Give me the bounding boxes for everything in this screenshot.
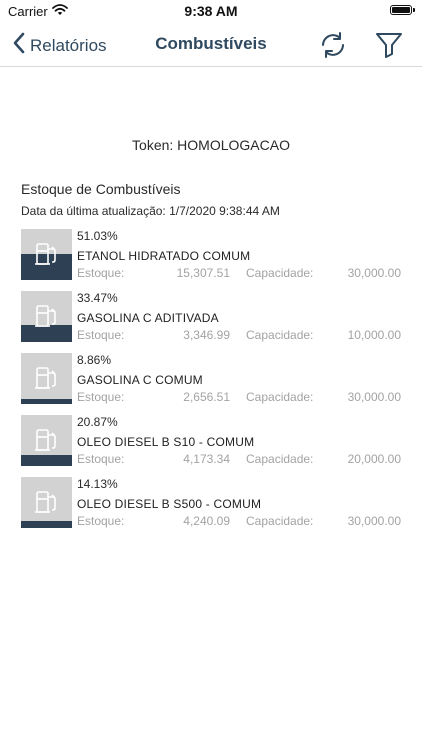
- fuel-name: ETANOL HIDRATADO COMUM: [77, 249, 251, 263]
- fuel-name: OLEO DIESEL B S10 - COMUM: [77, 435, 255, 449]
- stock-label: Estoque:: [77, 266, 125, 280]
- capacity-value: 30,000.00: [347, 390, 401, 404]
- tank-fill: [21, 455, 72, 466]
- list-item[interactable]: 8.86% GASOLINA C COMUM Estoque: 2,656.51…: [21, 353, 406, 405]
- fuel-pump-icon: [35, 305, 56, 327]
- list-item[interactable]: 20.87% OLEO DIESEL B S10 - COMUM Estoque…: [21, 415, 406, 467]
- tank-level-indicator: [21, 229, 72, 280]
- stock-label: Estoque:: [77, 328, 125, 342]
- fuel-pump-icon: [35, 243, 56, 265]
- tank-fill: [21, 324, 72, 342]
- wifi-icon: [52, 3, 68, 21]
- capacity-label: Capacidade:: [246, 390, 314, 404]
- list-item[interactable]: 33.47% GASOLINA C ADITIVADA Estoque: 3,3…: [21, 291, 406, 343]
- fuel-pump-icon: [35, 491, 56, 513]
- tank-fill: [21, 253, 72, 280]
- status-bar: Carrier 9:38 AM: [0, 0, 422, 24]
- fuel-list: 51.03% ETANOL HIDRATADO COMUM Estoque: 1…: [21, 229, 406, 539]
- tank-fill: [21, 520, 72, 528]
- tank-fill: [21, 399, 72, 404]
- capacity-label: Capacidade:: [246, 266, 314, 280]
- percent-label: 8.86%: [77, 353, 112, 367]
- tank-level-indicator: [21, 353, 72, 404]
- capacity-value: 10,000.00: [347, 328, 401, 342]
- clock: 9:38 AM: [184, 3, 238, 19]
- filter-icon: [376, 33, 402, 58]
- stock-value: 3,346.99: [183, 328, 230, 342]
- fuel-pump-icon: [35, 429, 56, 451]
- back-button-label: Relatórios: [30, 35, 107, 55]
- navigation-bar: Relatórios Combustíveis: [0, 24, 422, 67]
- refresh-button[interactable]: [318, 30, 348, 60]
- stock-label: Estoque:: [77, 514, 125, 528]
- refresh-icon: [322, 32, 344, 58]
- tank-level-indicator: [21, 477, 72, 528]
- stock-value: 4,173.34: [183, 452, 230, 466]
- capacity-label: Capacidade:: [246, 328, 314, 342]
- tank-level-indicator: [21, 291, 72, 342]
- stock-value: 15,307.51: [176, 266, 230, 280]
- battery-icon: [390, 5, 412, 15]
- stock-value: 2,656.51: [183, 390, 230, 404]
- capacity-value: 20,000.00: [347, 452, 401, 466]
- token-label: Token: HOMOLOGACAO: [132, 137, 290, 153]
- section-title: Estoque de Combustíveis: [21, 181, 181, 197]
- capacity-value: 30,000.00: [347, 514, 401, 528]
- percent-label: 20.87%: [77, 415, 118, 429]
- fuel-name: GASOLINA C COMUM: [77, 373, 203, 387]
- stock-value: 4,240.09: [183, 514, 230, 528]
- list-item[interactable]: 51.03% ETANOL HIDRATADO COMUM Estoque: 1…: [21, 229, 406, 281]
- chevron-left-icon: [12, 32, 26, 59]
- percent-label: 51.03%: [77, 229, 118, 243]
- battery-nub: [413, 8, 415, 12]
- fuel-name: OLEO DIESEL B S500 - COMUM: [77, 497, 262, 511]
- percent-label: 14.13%: [77, 477, 118, 491]
- list-item[interactable]: 14.13% OLEO DIESEL B S500 - COMUM Estoqu…: [21, 477, 406, 529]
- capacity-label: Capacidade:: [246, 452, 314, 466]
- filter-button[interactable]: [374, 30, 404, 60]
- tank-level-indicator: [21, 415, 72, 466]
- fuel-pump-icon: [35, 367, 56, 389]
- stock-label: Estoque:: [77, 452, 125, 466]
- percent-label: 33.47%: [77, 291, 118, 305]
- fuel-name: GASOLINA C ADITIVADA: [77, 311, 219, 325]
- stock-label: Estoque:: [77, 390, 125, 404]
- last-update-label: Data da última atualização: 1/7/2020 9:3…: [21, 204, 280, 218]
- capacity-value: 30,000.00: [347, 266, 401, 280]
- back-button[interactable]: Relatórios: [12, 32, 107, 59]
- carrier-label: Carrier: [8, 4, 48, 19]
- capacity-label: Capacidade:: [246, 514, 314, 528]
